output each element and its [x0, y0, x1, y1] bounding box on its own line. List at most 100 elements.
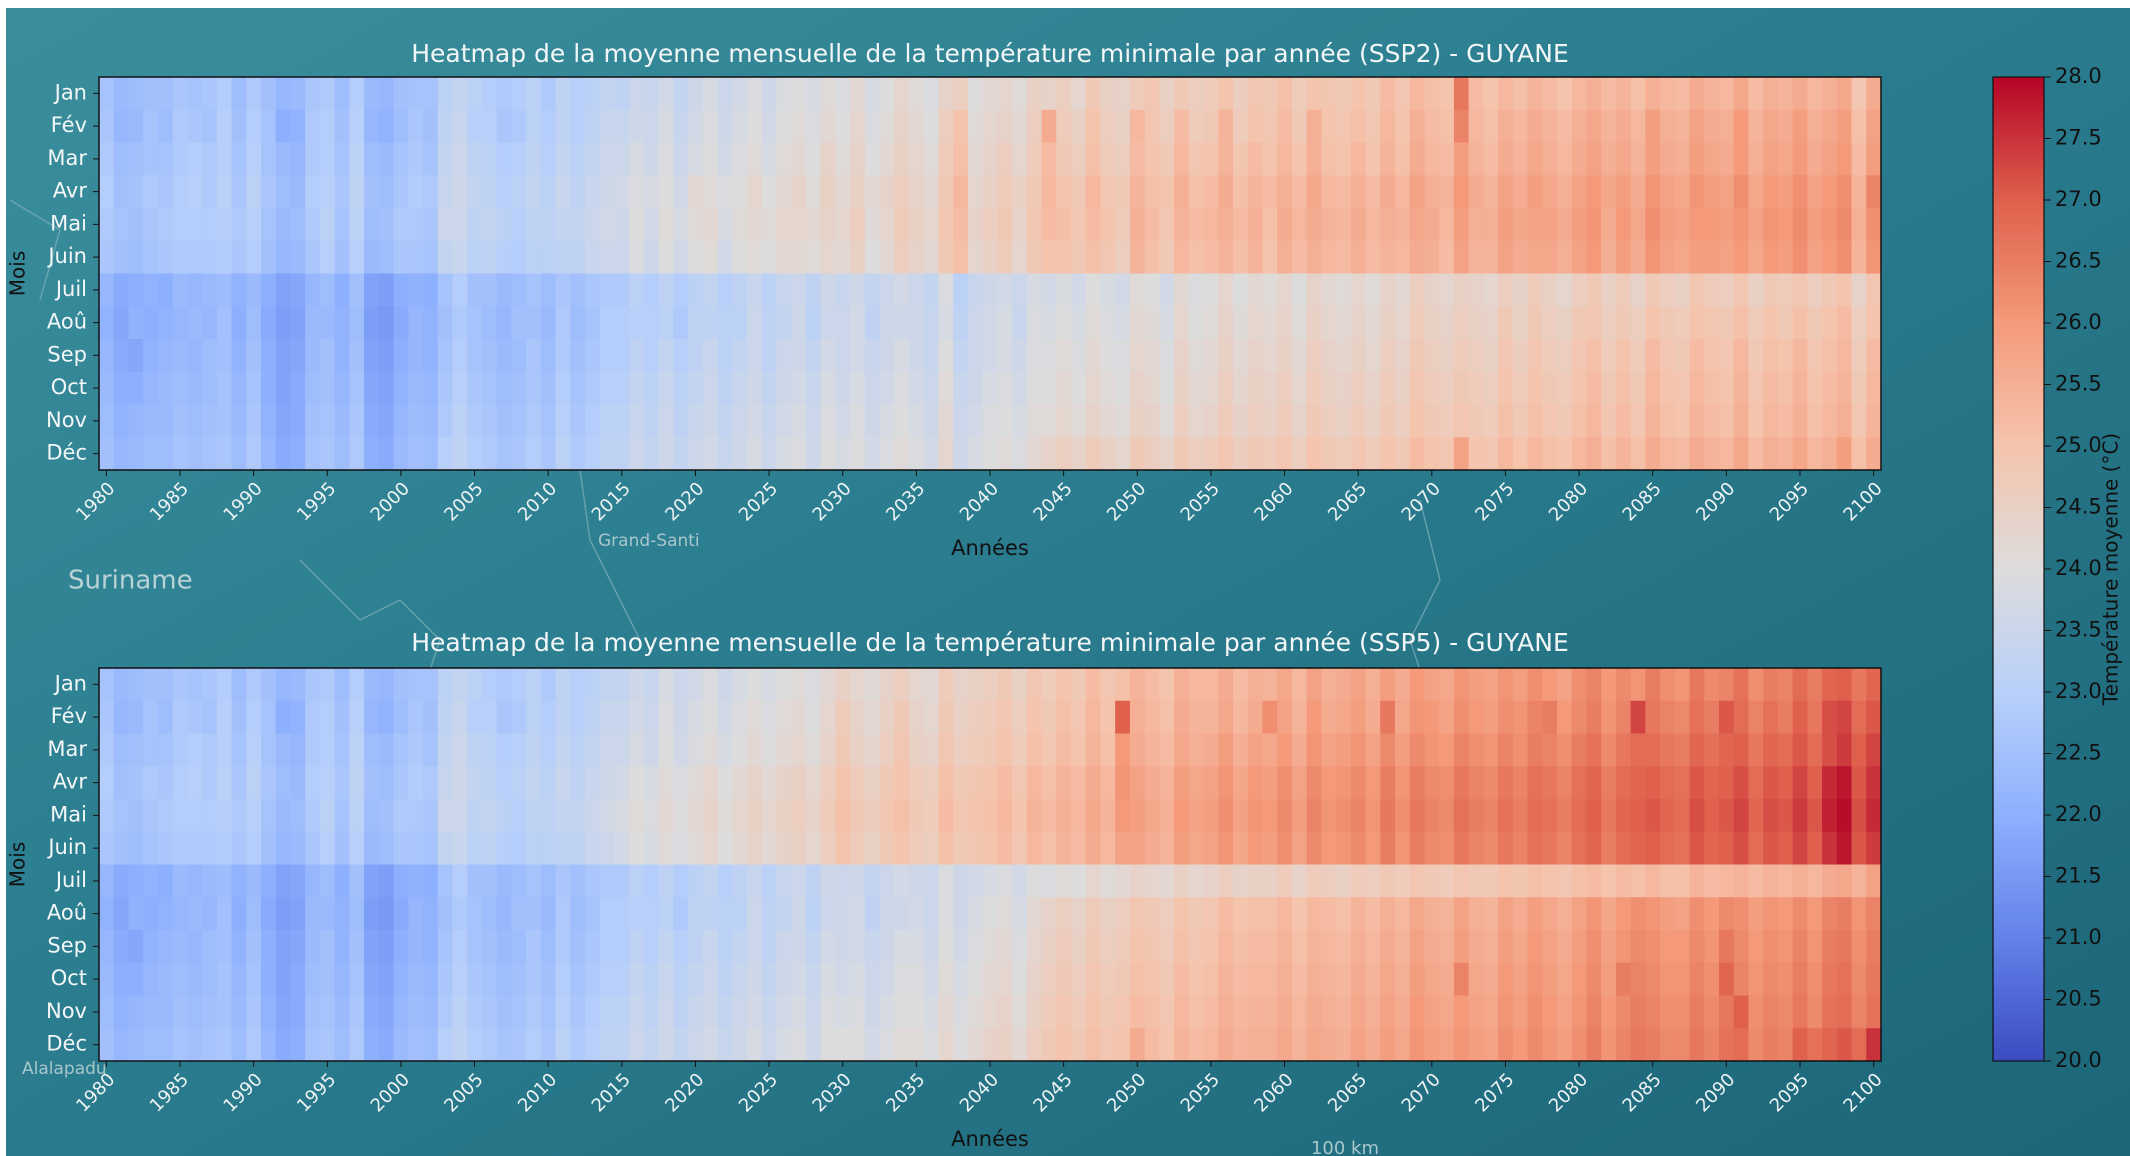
heatmap-cell — [378, 1028, 395, 1062]
heatmap-cell — [1026, 1028, 1043, 1062]
heatmap-cell — [820, 404, 836, 438]
heatmap-cell — [658, 371, 674, 405]
heatmap-cell — [1439, 766, 1455, 800]
heatmap-cell — [850, 864, 866, 898]
heatmap-cell — [805, 339, 822, 373]
heatmap-cell — [1557, 77, 1573, 111]
heatmap-cell — [1630, 962, 1646, 996]
heatmap-cell — [1763, 273, 1779, 307]
heatmap-cell — [997, 766, 1013, 800]
heatmap-cell — [1188, 339, 1205, 373]
heatmap-cell — [1630, 700, 1646, 734]
heatmap-cell — [805, 733, 822, 767]
heatmap-cell — [128, 930, 144, 964]
heatmap-cell — [319, 339, 336, 373]
heatmap-cell — [113, 142, 130, 176]
heatmap-cell — [1188, 240, 1205, 274]
colorbar-tick-label: 25.0 — [2055, 433, 2102, 457]
heatmap-cell — [349, 273, 365, 307]
heatmap-cell — [1674, 371, 1691, 405]
heatmap-cell — [305, 175, 321, 209]
heatmap-cell — [1424, 437, 1440, 471]
heatmap-cell — [187, 733, 203, 767]
heatmap-cell — [585, 339, 601, 373]
heatmap-cell — [128, 109, 144, 143]
heatmap-cell — [334, 109, 350, 143]
heatmap-cell — [364, 77, 380, 111]
heatmap-cell — [231, 404, 247, 438]
heatmap-cell — [629, 371, 645, 405]
heatmap-cell — [334, 897, 350, 931]
heatmap-cell — [143, 109, 159, 143]
y-tick-label: Fév — [51, 113, 87, 137]
heatmap-cell — [1763, 668, 1779, 702]
heatmap-cell — [614, 897, 630, 931]
heatmap-cell — [437, 306, 454, 340]
heatmap-cell — [1439, 175, 1455, 209]
heatmap-cell — [1218, 109, 1234, 143]
heatmap-cell — [1822, 339, 1838, 373]
heatmap-cell — [791, 306, 807, 340]
y-tick-label: Sep — [47, 342, 87, 366]
heatmap-cell — [1792, 668, 1808, 702]
heatmap-cell — [1174, 109, 1190, 143]
y-tick-label: Mai — [50, 211, 87, 235]
heatmap-cell — [1836, 437, 1853, 471]
heatmap-cell — [202, 930, 218, 964]
heatmap-cell — [1512, 864, 1529, 898]
heatmap-cell — [717, 930, 733, 964]
heatmap-cell — [452, 864, 468, 898]
heatmap-cell — [349, 864, 365, 898]
heatmap-cell — [1321, 1028, 1337, 1062]
heatmap-cell — [113, 995, 130, 1029]
heatmap-cell — [585, 142, 601, 176]
heatmap-cell — [1542, 339, 1558, 373]
heatmap-cell — [261, 962, 277, 996]
heatmap-cell — [1085, 437, 1102, 471]
heatmap-cell — [894, 371, 910, 405]
heatmap-cell — [378, 306, 395, 340]
heatmap-cell — [1056, 339, 1072, 373]
heatmap-cell — [1792, 930, 1808, 964]
heatmap-cell — [143, 371, 159, 405]
heatmap-cell — [629, 404, 645, 438]
heatmap-cell — [1866, 273, 1882, 307]
heatmap-cell — [909, 240, 925, 274]
heatmap-cell — [1071, 733, 1087, 767]
heatmap-cell — [202, 175, 218, 209]
heatmap-cell — [1012, 831, 1028, 865]
y-tick-label: Oct — [51, 966, 87, 990]
heatmap-cell — [187, 437, 203, 471]
heatmap-cell — [1100, 897, 1116, 931]
heatmap-cell — [688, 109, 704, 143]
heatmap-cell — [702, 831, 719, 865]
heatmap-cell — [1866, 109, 1882, 143]
heatmap-cell — [673, 240, 689, 274]
heatmap-cell — [1792, 864, 1808, 898]
heatmap-cell — [349, 240, 365, 274]
heatmap-cell — [1468, 1028, 1484, 1062]
heatmap-cell — [275, 962, 292, 996]
heatmap-cell — [732, 668, 748, 702]
heatmap-cell — [614, 437, 630, 471]
heatmap-cell — [1144, 700, 1160, 734]
heatmap-cell — [1306, 766, 1322, 800]
heatmap-cell — [526, 306, 542, 340]
heatmap-cell — [585, 897, 601, 931]
heatmap-cell — [1468, 437, 1484, 471]
heatmap-cell — [850, 175, 866, 209]
heatmap-cell — [1247, 930, 1264, 964]
heatmap-cell — [1174, 962, 1190, 996]
heatmap-cell — [599, 109, 616, 143]
heatmap-cell — [172, 897, 188, 931]
heatmap-cell — [99, 962, 115, 996]
heatmap-cell — [1233, 339, 1249, 373]
heatmap-cell — [1424, 175, 1440, 209]
heatmap-cell — [437, 700, 454, 734]
heatmap-cell — [481, 175, 498, 209]
heatmap-cell — [1453, 404, 1470, 438]
heatmap-cell — [967, 700, 984, 734]
heatmap-cell — [850, 733, 866, 767]
heatmap-cell — [1277, 404, 1293, 438]
heatmap-cell — [437, 733, 454, 767]
